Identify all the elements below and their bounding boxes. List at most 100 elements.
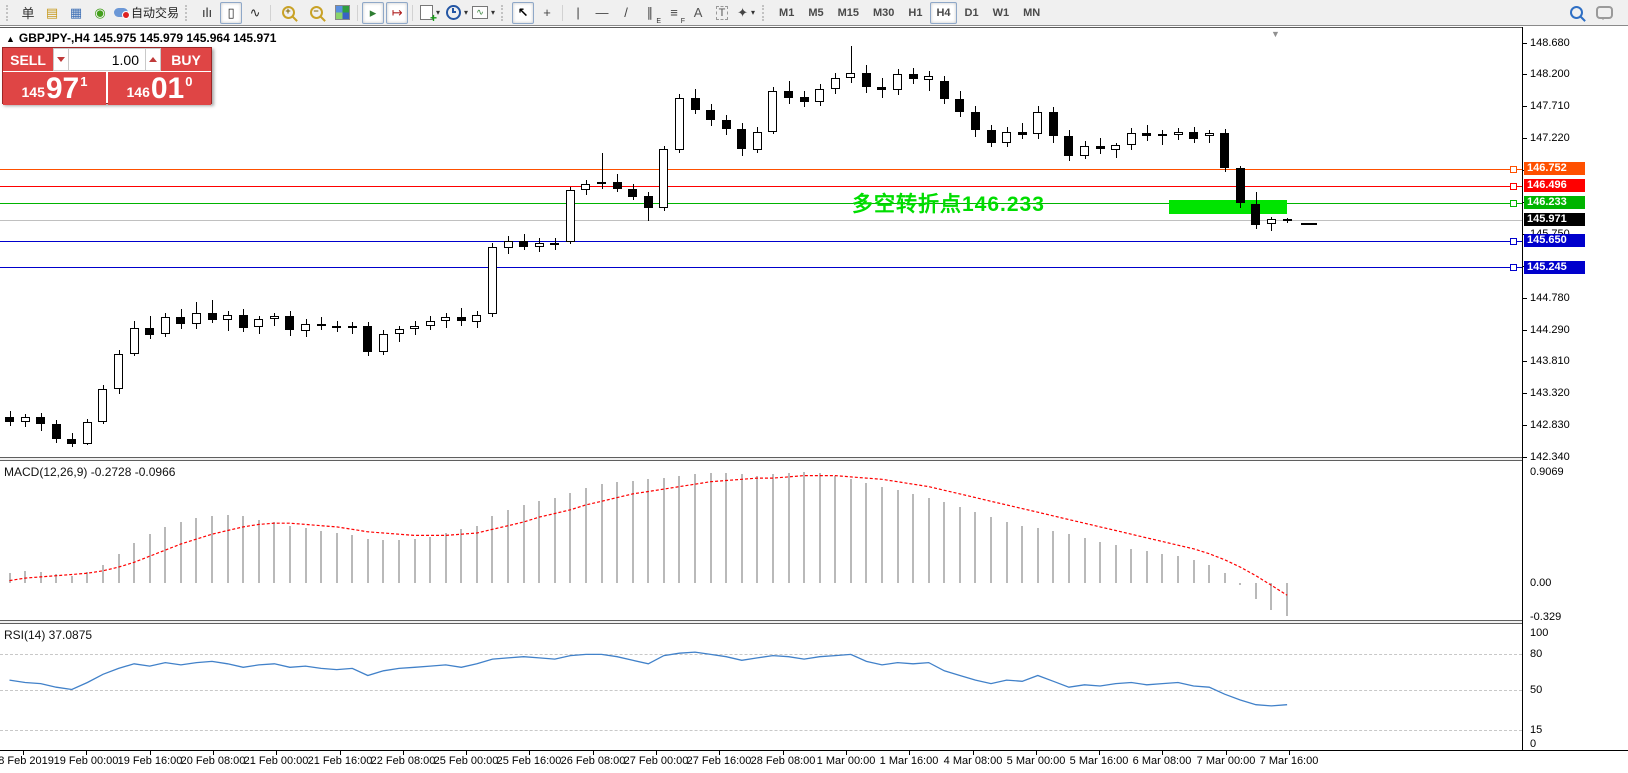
level-line-145.650-marker[interactable] <box>1510 238 1517 245</box>
search-icon[interactable] <box>1563 2 1589 24</box>
autotrading-label: 自动交易 <box>131 6 180 20</box>
macd-histogram-bar <box>118 554 120 583</box>
cursor-button[interactable]: ↖ <box>512 1 535 24</box>
symbol-info[interactable]: ▲ GBPJPY-,H4 145.975 145.979 145.964 145.… <box>6 31 276 45</box>
timeframe-m30[interactable]: M30 <box>867 2 900 24</box>
candle <box>208 313 217 320</box>
horizontal-line-button[interactable]: — <box>591 2 613 24</box>
time-tick-mark <box>466 751 467 755</box>
candle <box>737 129 746 149</box>
macd-histogram-bar <box>476 526 478 583</box>
chart-shift-marker[interactable]: ▼ <box>1271 29 1280 39</box>
rsi-pane: RSI(14) 37.0875 <box>0 625 1522 750</box>
candlestick-chart-button[interactable]: ▯ <box>220 1 243 24</box>
timeframe-mn[interactable]: MN <box>1017 2 1046 24</box>
candle <box>1205 133 1214 136</box>
level-line-145.245 <box>0 267 1522 268</box>
arrows-button-glyph: ✦ <box>737 4 748 20</box>
sell-price[interactable]: 145 97 1 <box>3 72 106 105</box>
volume-decrease-button[interactable] <box>53 48 69 71</box>
pivot-annotation[interactable]: 多空转折点146.233 <box>852 193 1045 216</box>
vertical-line-button[interactable]: | <box>567 2 589 24</box>
candle-wick <box>1022 123 1023 139</box>
macd-histogram-bar <box>445 533 447 583</box>
candle <box>1158 134 1167 136</box>
chart-window-border <box>0 27 1628 28</box>
crosshair-button[interactable]: + <box>536 2 558 24</box>
candle <box>1127 133 1136 145</box>
time-tick-mark <box>86 751 87 755</box>
equidistant-channel-button[interactable]: ∥ E <box>639 2 661 25</box>
candle <box>52 424 61 439</box>
zoom-out-button[interactable]: − <box>303 2 329 24</box>
timeframe-m1[interactable]: M1 <box>773 2 800 24</box>
macd-histogram-bar <box>1239 583 1241 585</box>
pane-splitter[interactable] <box>0 457 1628 461</box>
text-label-button[interactable]: T <box>711 2 733 24</box>
market-watch-icon[interactable]: ▤ <box>41 2 63 24</box>
candle-wick <box>150 316 151 339</box>
periods-button[interactable]: ▾ <box>445 2 469 24</box>
arrows-button[interactable]: ✦ ▾ <box>735 2 757 24</box>
auto-scroll-button[interactable]: ▸ <box>362 1 385 24</box>
sep-2 <box>357 4 359 21</box>
highlight-rect[interactable] <box>1169 200 1287 214</box>
level-line-145.245-marker[interactable] <box>1510 264 1517 271</box>
zoom-in-button[interactable]: + <box>275 2 301 24</box>
dropdown-caret-icon: ▾ <box>464 8 469 17</box>
level-line-146.233-marker[interactable] <box>1510 200 1517 207</box>
rsi-level-line <box>0 654 1522 655</box>
macd-histogram-bar <box>164 527 166 583</box>
timeframe-d1[interactable]: D1 <box>959 2 985 24</box>
candle <box>410 326 419 329</box>
timeframe-m5[interactable]: M5 <box>802 2 829 24</box>
candle <box>285 316 294 330</box>
candle <box>1064 136 1073 156</box>
buy-price[interactable]: 146 01 0 <box>108 72 211 105</box>
tile-windows-button[interactable] <box>331 2 353 24</box>
timeframe-m15[interactable]: M15 <box>832 2 865 24</box>
autotrading-button[interactable]: 自动交易 <box>113 2 180 24</box>
timeframe-h4[interactable]: H4 <box>930 1 957 24</box>
chart-window-icon[interactable]: ▦ <box>65 2 87 24</box>
chart-shift-button[interactable]: ↦ <box>386 1 409 24</box>
macd-histogram-bar <box>912 494 914 583</box>
new-order-button[interactable]: 单 <box>21 6 35 21</box>
fibonacci-button[interactable]: ≡ F <box>663 2 685 25</box>
main-chart-pane[interactable] <box>0 29 1522 458</box>
pane-splitter[interactable] <box>0 620 1628 624</box>
price-badge-145.245: 145.245 <box>1524 261 1585 274</box>
indicators-button[interactable]: ▾ <box>417 2 443 25</box>
macd-histogram-bar <box>289 526 291 583</box>
minus-sign: − <box>313 6 319 16</box>
chat-icon[interactable] <box>1591 2 1617 24</box>
timeframe-m15-label: M15 <box>837 6 860 19</box>
timeframe-h1[interactable]: H1 <box>902 2 928 24</box>
trendline-button[interactable]: / <box>615 2 637 24</box>
macd-histogram-bar <box>943 502 945 583</box>
templates-button[interactable]: ∿ ▾ <box>471 2 496 24</box>
sell-button[interactable]: SELL <box>3 48 53 71</box>
level-line-146.496-marker[interactable] <box>1510 183 1517 190</box>
bar-chart-button[interactable]: ılı <box>196 2 218 24</box>
time-tick-mark <box>1099 751 1100 755</box>
signal-icon[interactable]: ◉ <box>89 2 111 24</box>
macd-histogram-bar <box>1006 522 1008 583</box>
macd-histogram-bar <box>1052 531 1054 583</box>
collapse-icon[interactable]: ▲ <box>6 34 15 44</box>
price-axis[interactable]: 148.680148.200147.710147.220146.730146.2… <box>1523 27 1628 750</box>
candle <box>1142 133 1151 136</box>
sep-4 <box>562 4 564 21</box>
level-line-146.752-marker[interactable] <box>1510 166 1517 173</box>
buy-button[interactable]: BUY <box>161 48 211 71</box>
volume-increase-button[interactable] <box>145 48 161 71</box>
timeframe-w1[interactable]: W1 <box>987 2 1016 24</box>
level-line-146.233 <box>0 203 1522 204</box>
candle <box>1236 168 1245 203</box>
line-chart-button[interactable]: ∿ <box>244 2 266 24</box>
text-button[interactable]: A <box>687 2 709 24</box>
macd-histogram-bar <box>741 474 743 583</box>
time-tick-label: 6 Mar 08:00 <box>1132 755 1192 767</box>
volume-input[interactable]: 1.00 <box>69 48 145 71</box>
